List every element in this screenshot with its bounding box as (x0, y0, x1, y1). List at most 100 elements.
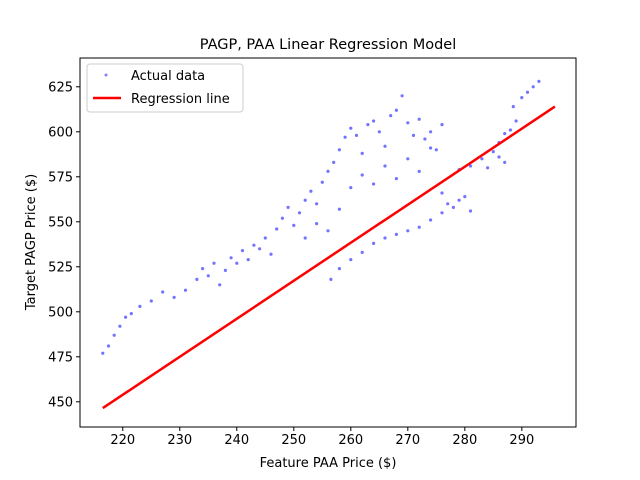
data-point-36 (337, 148, 341, 152)
data-point-0 (101, 351, 105, 355)
data-point-71 (372, 241, 376, 245)
data-point-45 (389, 114, 393, 118)
data-point-63 (394, 177, 398, 181)
regression-line (102, 105, 556, 410)
data-point-20 (246, 258, 250, 262)
data-point-78 (451, 205, 455, 209)
data-point-24 (269, 252, 273, 256)
data-point-29 (297, 211, 302, 215)
data-point-93 (497, 155, 501, 159)
x-tick-label-290: 290 (509, 433, 534, 448)
data-point-7 (149, 299, 153, 303)
data-point-49 (411, 133, 416, 137)
data-point-56 (315, 222, 319, 226)
legend: Actual data Regression line (86, 63, 244, 113)
data-point-55 (303, 236, 307, 240)
data-point-82 (440, 191, 444, 195)
data-point-87 (491, 150, 495, 154)
data-point-41 (366, 123, 370, 127)
data-point-19 (240, 249, 245, 253)
data-point-92 (486, 166, 490, 170)
data-point-21 (252, 243, 256, 247)
data-point-4 (124, 315, 128, 319)
data-point-79 (457, 198, 461, 202)
y-tick-label-625: 625 (48, 80, 73, 95)
data-point-27 (286, 205, 290, 209)
data-point-66 (429, 146, 433, 150)
data-point-77 (440, 211, 444, 215)
data-point-11 (195, 277, 199, 281)
data-point-96 (520, 96, 524, 100)
data-point-38 (349, 126, 353, 130)
data-point-8 (161, 290, 165, 294)
x-tick-label-220: 220 (110, 433, 135, 448)
data-point-67 (329, 277, 333, 281)
y-tick-label-525: 525 (48, 260, 73, 275)
data-point-85 (468, 164, 473, 168)
data-point-72 (383, 236, 387, 240)
data-point-97 (525, 90, 530, 94)
data-point-6 (138, 304, 142, 308)
y-tick-label-575: 575 (48, 170, 73, 185)
data-point-76 (429, 218, 433, 222)
x-tick-label-260: 260 (338, 433, 363, 448)
x-tick-label-280: 280 (452, 433, 477, 448)
data-point-14 (212, 261, 216, 265)
legend-box (86, 63, 244, 113)
x-tick-label-250: 250 (281, 433, 306, 448)
data-point-57 (326, 229, 330, 233)
data-point-18 (235, 261, 239, 265)
data-point-43 (377, 130, 381, 134)
data-point-32 (315, 202, 319, 206)
data-point-74 (406, 229, 410, 233)
data-point-12 (201, 267, 205, 271)
y-tick-label-550: 550 (48, 215, 73, 230)
scatter-layer (101, 79, 541, 355)
data-point-44 (383, 144, 387, 148)
data-point-51 (423, 137, 427, 141)
data-point-64 (406, 157, 410, 161)
chart-title: PAGP, PAA Linear Regression Model (200, 37, 456, 53)
data-point-98 (531, 85, 535, 89)
data-point-80 (463, 195, 467, 199)
y-axis-label: Target PAGP Price ($) (24, 174, 39, 311)
data-point-50 (417, 117, 421, 121)
data-point-73 (394, 232, 398, 236)
data-point-95 (511, 105, 515, 109)
y-tick-label-475: 475 (48, 350, 73, 365)
legend-marker-actual-data (104, 73, 108, 77)
legend-label-regression-line: Regression line (131, 92, 230, 107)
data-point-25 (275, 227, 279, 231)
data-point-86 (480, 157, 484, 161)
data-point-91 (514, 119, 518, 123)
data-point-70 (360, 250, 364, 254)
data-point-40 (360, 151, 364, 155)
data-point-34 (326, 169, 330, 173)
data-point-17 (229, 256, 233, 260)
data-point-94 (503, 160, 507, 164)
legend-label-actual-data: Actual data (131, 69, 205, 84)
x-tick-label-240: 240 (224, 433, 249, 448)
x-tick-label-270: 270 (395, 433, 420, 448)
data-point-33 (320, 180, 324, 184)
data-point-99 (537, 79, 541, 83)
plot-area-frame (79, 57, 577, 428)
data-point-46 (394, 108, 398, 112)
x-axis: 220 230 240 250 260 270 280 290 (110, 427, 534, 448)
data-point-37 (343, 135, 347, 139)
data-point-30 (303, 198, 307, 202)
data-point-75 (417, 225, 421, 229)
data-point-35 (332, 160, 336, 164)
data-point-61 (372, 182, 376, 186)
data-point-16 (223, 268, 227, 272)
data-point-9 (172, 295, 176, 299)
data-point-39 (354, 133, 359, 137)
regression-line-layer (102, 105, 556, 410)
data-point-58 (337, 207, 341, 211)
data-point-54 (440, 123, 444, 127)
data-point-53 (434, 148, 438, 152)
data-point-48 (406, 121, 410, 125)
data-point-42 (372, 119, 376, 123)
y-tick-label-500: 500 (48, 305, 73, 320)
